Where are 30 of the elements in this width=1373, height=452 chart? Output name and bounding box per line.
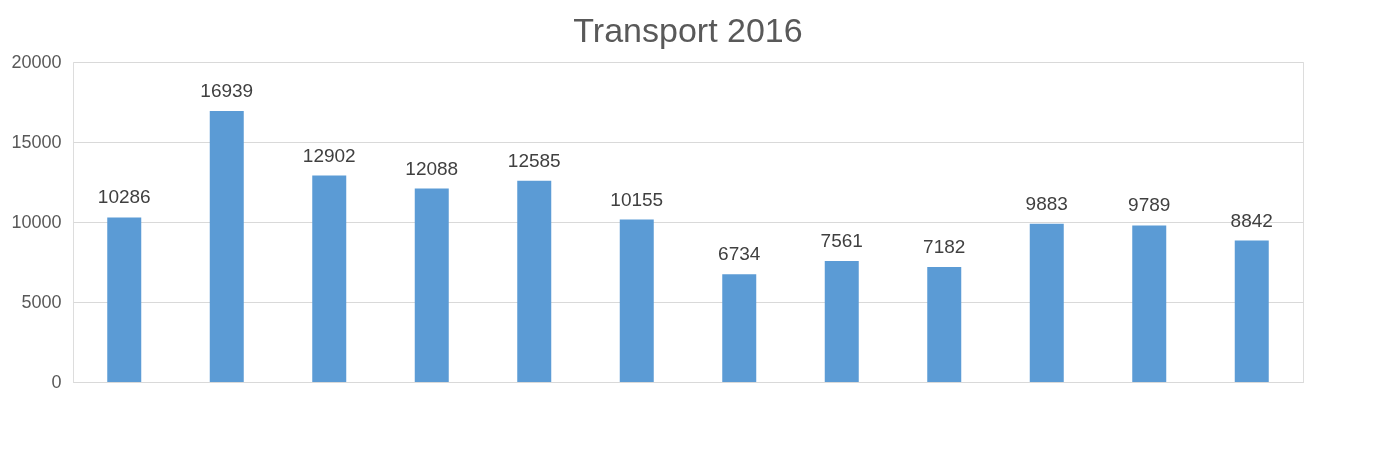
data-label: 12088 [405,157,459,179]
y-tick-label: 15000 [11,131,62,152]
y-tick-label: 20000 [11,51,62,72]
data-label: 16939 [200,79,254,101]
bar [107,217,142,382]
bar [414,188,449,382]
bar [1029,223,1064,382]
data-label: 12902 [302,144,356,166]
data-label: 10286 [97,186,151,208]
data-label: 6734 [718,243,761,265]
bar [927,267,962,382]
data-label: 9883 [1025,192,1068,214]
bar [1132,225,1167,382]
data-label: 7182 [923,236,966,258]
data-label: 7561 [820,230,863,252]
y-tick-label: 0 [51,371,62,392]
chart-title: Transport 2016 [573,11,803,49]
bar [824,261,859,382]
bar [517,180,552,382]
bar [312,175,347,382]
bar [722,274,757,382]
data-label: 9789 [1128,194,1171,216]
data-label: 12585 [507,149,561,171]
bar [209,110,244,382]
bar [619,219,654,382]
y-tick-label: 10000 [11,211,62,232]
data-label: 10155 [610,188,664,210]
y-tick-label: 5000 [21,291,62,312]
data-label: 8842 [1230,209,1273,231]
bar [1234,240,1269,382]
